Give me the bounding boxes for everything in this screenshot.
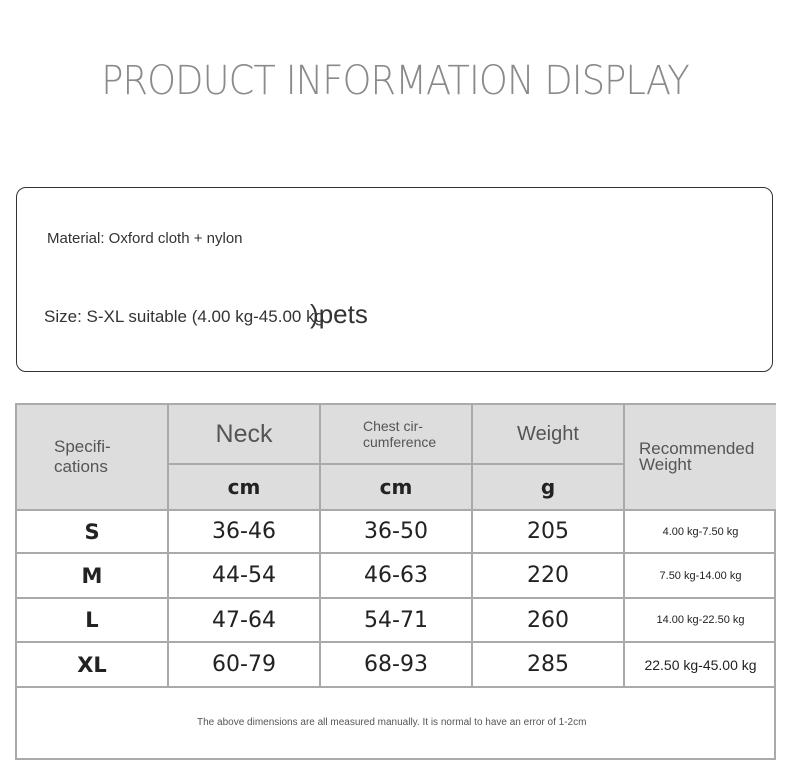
cell-recommended: 14.00 kg-22.50 kg	[625, 599, 776, 643]
header-recommended: Recommended Weight	[625, 405, 776, 511]
cell-neck: 36-46	[169, 511, 321, 554]
unit-chest: cm	[321, 465, 473, 511]
cell-weight: 285	[473, 643, 625, 688]
header-spec: Specifi- cations	[17, 405, 169, 511]
cell-recommended: 7.50 kg-14.00 kg	[625, 554, 776, 599]
cell-recommended: 4.00 kg-7.50 kg	[625, 511, 776, 554]
page-title: PRODUCT INFORMATION DISPLAY	[101, 58, 690, 104]
cell-chest: 36-50	[321, 511, 473, 554]
size-suffix: )pets	[310, 299, 368, 329]
footnote: The above dimensions are all measured ma…	[197, 717, 587, 728]
header-chest: Chest cir- cumference	[321, 405, 473, 465]
size-table: Specifi- cations Neck Chest cir- cumfere…	[15, 403, 776, 760]
cell-neck: 44-54	[169, 554, 321, 599]
cell-chest: 46-63	[321, 554, 473, 599]
cell-weight: 220	[473, 554, 625, 599]
header-neck: Neck	[169, 405, 321, 465]
cell-recommended: 22.50 kg-45.00 kg	[625, 643, 776, 688]
cell-weight: 260	[473, 599, 625, 643]
cell-size: S	[17, 511, 169, 554]
size-text: Size: S-XL suitable (4.00 kg-45.00 kg)pe…	[44, 298, 382, 329]
cell-neck: 47-64	[169, 599, 321, 643]
header-weight: Weight	[473, 405, 625, 465]
cell-neck: 60-79	[169, 643, 321, 688]
cell-weight: 205	[473, 511, 625, 554]
cell-chest: 54-71	[321, 599, 473, 643]
cell-size: M	[17, 554, 169, 599]
unit-weight: g	[473, 465, 625, 511]
cell-chest: 68-93	[321, 643, 473, 688]
info-box: Material: Oxford cloth + nylon Size: S-X…	[16, 187, 773, 372]
cell-size: XL	[17, 643, 169, 688]
material-text: Material: Oxford cloth + nylon	[47, 230, 243, 247]
unit-neck: cm	[169, 465, 321, 511]
size-label: Size: S-XL suitable (4.00 kg-45.00 kg	[44, 307, 325, 326]
cell-size: L	[17, 599, 169, 643]
